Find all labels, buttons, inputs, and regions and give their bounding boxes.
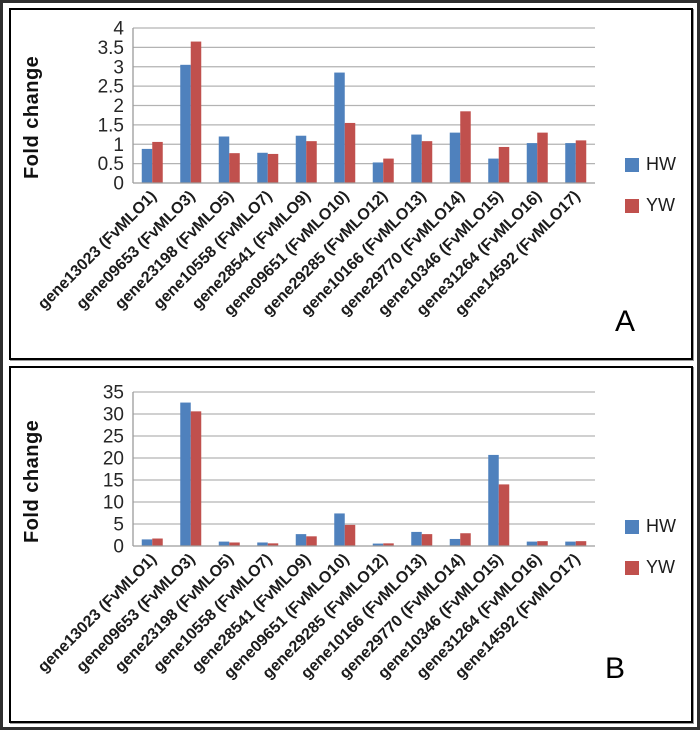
bar-hw bbox=[180, 402, 191, 546]
y-axis-title-b: Fold change bbox=[21, 419, 43, 543]
legend-item-yw: YW bbox=[625, 557, 676, 578]
bar-yw bbox=[190, 411, 202, 546]
bar-hw bbox=[180, 64, 191, 183]
legend-item-yw: YW bbox=[625, 195, 676, 216]
bar-hw bbox=[565, 541, 576, 546]
bar-hw bbox=[449, 538, 461, 546]
y-tick-label: 30 bbox=[103, 405, 124, 426]
bar-hw bbox=[295, 135, 307, 183]
legend-b: HW YW bbox=[625, 516, 676, 598]
y-tick-label: 35 bbox=[103, 383, 124, 404]
y-tick-label: 0.5 bbox=[98, 154, 124, 175]
legend-item-hw: HW bbox=[625, 154, 676, 175]
bar-yw bbox=[152, 538, 163, 546]
bar-hw bbox=[372, 162, 384, 183]
y-tick-label: 3 bbox=[113, 57, 124, 78]
bar-yw bbox=[575, 140, 587, 183]
bar-yw bbox=[498, 146, 510, 183]
bar-hw bbox=[526, 541, 538, 546]
bar-hw bbox=[449, 132, 461, 183]
legend-a: HW YW bbox=[625, 154, 676, 236]
y-axis-title-a: Fold change bbox=[21, 55, 43, 179]
bar-hw bbox=[141, 539, 153, 546]
y-tick-label: 5 bbox=[113, 515, 124, 536]
yw-legend-label: YW bbox=[646, 557, 675, 577]
hw-legend-label: HW bbox=[646, 516, 676, 536]
hw-legend-label: HW bbox=[646, 154, 676, 174]
y-tick-label: 1.5 bbox=[98, 115, 124, 136]
y-tick-label: 2 bbox=[113, 96, 124, 117]
bar-yw bbox=[537, 541, 548, 546]
y-tick-label: 25 bbox=[103, 427, 124, 448]
bar-yw bbox=[306, 141, 317, 183]
bar-hw bbox=[526, 143, 538, 183]
y-tick-label: 0 bbox=[113, 174, 124, 195]
bar-yw bbox=[498, 484, 510, 546]
bar-yw bbox=[229, 153, 240, 183]
bar-yw bbox=[421, 534, 433, 546]
bar-yw bbox=[460, 533, 471, 546]
y-tick-label: 2.5 bbox=[98, 77, 124, 98]
bar-hw bbox=[411, 531, 422, 546]
panel-letter-a: A bbox=[615, 305, 636, 338]
y-tick-label: 1 bbox=[113, 135, 124, 156]
bar-yw bbox=[383, 158, 394, 183]
panel-letter-b: B bbox=[605, 652, 626, 685]
bar-yw bbox=[344, 524, 356, 546]
yw-color-swatch bbox=[625, 560, 639, 575]
bar-yw bbox=[190, 41, 202, 183]
bar-hw bbox=[488, 454, 499, 546]
bar-yw bbox=[267, 153, 279, 183]
bar-yw bbox=[460, 111, 471, 183]
bar-hw bbox=[257, 542, 268, 546]
chart-panel-b: 0 5 10 15 20 25 30 35 gene13023 (FvMLO1) gene0965… bbox=[9, 366, 693, 723]
y-tick-label: 0 bbox=[113, 537, 124, 558]
y-tick-label: 15 bbox=[103, 471, 124, 492]
bar-hw bbox=[488, 158, 499, 183]
hw-color-swatch bbox=[625, 157, 639, 172]
bar-hw bbox=[372, 543, 384, 546]
y-tick-label: 3.5 bbox=[98, 38, 124, 59]
chart-panel-a: 0 0.5 1 1.5 2 2.5 3 3.5 4 gene13023 (FvMLO1) gene0… bbox=[9, 8, 693, 360]
bar-yw bbox=[152, 141, 163, 183]
yw-color-swatch bbox=[625, 198, 639, 213]
legend-item-hw: HW bbox=[625, 516, 676, 537]
bar-hw bbox=[218, 136, 230, 183]
bar-hw bbox=[295, 534, 307, 546]
bar-hw bbox=[257, 152, 268, 183]
bar-hw bbox=[218, 541, 230, 546]
bar-yw bbox=[306, 536, 317, 546]
bar-yw bbox=[421, 141, 433, 183]
bar-yw bbox=[229, 542, 240, 546]
y-tick-label: 10 bbox=[103, 493, 124, 514]
hw-color-swatch bbox=[625, 519, 639, 534]
bar-yw bbox=[383, 543, 394, 546]
y-tick-label: 20 bbox=[103, 449, 124, 470]
bar-yw bbox=[537, 132, 548, 183]
bar-hw bbox=[411, 134, 422, 183]
bar-hw bbox=[565, 143, 576, 183]
y-tick-label: 4 bbox=[113, 19, 124, 40]
bar-yw bbox=[344, 122, 356, 183]
bar-yw bbox=[267, 543, 279, 546]
bar-hw bbox=[334, 513, 345, 546]
bar-hw bbox=[334, 72, 345, 183]
yw-legend-label: YW bbox=[646, 195, 675, 215]
bar-hw bbox=[141, 148, 153, 183]
bar-yw bbox=[575, 541, 587, 546]
